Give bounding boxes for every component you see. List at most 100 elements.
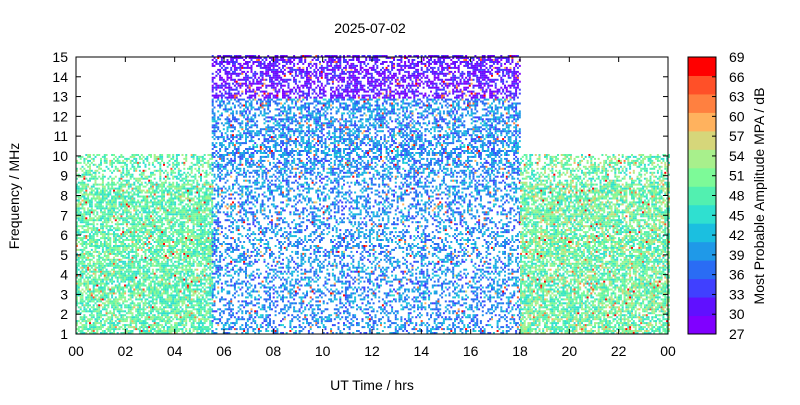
heatmap-cell <box>115 196 117 198</box>
heatmap-cell <box>219 269 221 271</box>
heatmap-cell <box>202 215 204 217</box>
heatmap-cell <box>185 269 187 271</box>
heatmap-cell <box>115 292 117 294</box>
heatmap-cell <box>189 271 191 273</box>
heatmap-cell <box>167 296 169 298</box>
heatmap-cell <box>178 292 180 294</box>
heatmap-cell <box>183 298 185 300</box>
heatmap-cell <box>182 324 184 326</box>
heatmap-cell <box>128 198 130 200</box>
heatmap-cell <box>176 253 178 255</box>
heatmap-cell <box>145 308 147 310</box>
heatmap-cell <box>200 235 202 237</box>
heatmap-cell <box>87 207 89 209</box>
heatmap-cell <box>146 229 148 231</box>
heatmap-cell <box>159 207 161 209</box>
heatmap-cell <box>115 201 117 203</box>
heatmap-cell <box>82 294 84 296</box>
heatmap-cell <box>111 154 113 156</box>
heatmap-cell <box>169 231 171 233</box>
heatmap-cell <box>132 237 134 239</box>
heatmap-cell <box>93 219 95 221</box>
heatmap-cell <box>189 243 191 245</box>
heatmap-cell <box>111 320 113 322</box>
heatmap-cell <box>178 300 180 302</box>
heatmap-cell <box>119 229 121 231</box>
heatmap-cell <box>133 277 135 279</box>
heatmap-cell <box>202 188 204 190</box>
heatmap-cell <box>219 320 221 322</box>
heatmap-cell <box>135 277 137 279</box>
heatmap-cell <box>183 194 185 196</box>
heatmap-cell <box>96 154 98 156</box>
heatmap-cell <box>143 271 145 273</box>
heatmap-cell <box>83 174 85 176</box>
heatmap-cell <box>117 168 119 170</box>
heatmap-cell <box>146 249 148 251</box>
heatmap-cell <box>221 97 223 99</box>
heatmap-cell <box>135 253 137 255</box>
heatmap-cell <box>120 172 122 174</box>
heatmap-cell <box>150 176 152 178</box>
heatmap-cell <box>189 194 191 196</box>
heatmap-cell <box>113 200 115 202</box>
heatmap-cell <box>148 201 150 203</box>
heatmap-cell <box>154 184 156 186</box>
heatmap-cell <box>95 200 97 202</box>
heatmap-cell <box>189 289 191 291</box>
heatmap-cell <box>132 273 134 275</box>
heatmap-cell <box>107 283 109 285</box>
heatmap-cell <box>200 261 202 263</box>
heatmap-cell <box>122 316 124 318</box>
heatmap-cell <box>219 154 221 156</box>
heatmap-cell <box>209 241 211 243</box>
heatmap-cell <box>169 160 171 162</box>
heatmap-cell <box>156 310 158 312</box>
heatmap-cell <box>214 120 216 122</box>
heatmap-cell <box>194 292 196 294</box>
heatmap-cell <box>165 209 167 211</box>
heatmap-cell <box>159 201 161 203</box>
heatmap-cell <box>83 241 85 243</box>
heatmap-cell <box>176 184 178 186</box>
heatmap-cell <box>209 306 211 308</box>
heatmap-cell <box>139 285 141 287</box>
heatmap-cell <box>98 328 100 330</box>
heatmap-cell <box>87 221 89 223</box>
heatmap-cell <box>204 235 206 237</box>
heatmap-cell <box>96 328 98 330</box>
heatmap-cell <box>107 251 109 253</box>
heatmap-cell <box>180 194 182 196</box>
heatmap-cell <box>135 239 137 241</box>
heatmap-cell <box>185 298 187 300</box>
heatmap-cell <box>163 275 165 277</box>
heatmap-cell <box>150 237 152 239</box>
heatmap-cell <box>170 188 172 190</box>
heatmap-cell <box>217 241 219 243</box>
heatmap-cell <box>104 267 106 269</box>
heatmap-cell <box>89 219 91 221</box>
heatmap-cell <box>89 289 91 291</box>
heatmap-cell <box>183 316 185 318</box>
heatmap-cell <box>185 184 187 186</box>
heatmap-cell <box>152 273 154 275</box>
heatmap-cell <box>207 291 209 293</box>
heatmap-cell <box>165 215 167 217</box>
heatmap-cell <box>98 318 100 320</box>
heatmap-cell <box>202 196 204 198</box>
heatmap-cell <box>182 174 184 176</box>
heatmap-cell <box>180 310 182 312</box>
heatmap-cell <box>141 213 143 215</box>
heatmap-cell <box>104 158 106 160</box>
heatmap-cell <box>87 201 89 203</box>
heatmap-cell <box>178 184 180 186</box>
heatmap-cell <box>128 211 130 213</box>
heatmap-cell <box>119 194 121 196</box>
heatmap-cell <box>128 316 130 318</box>
heatmap-cell <box>206 330 208 332</box>
heatmap-cell <box>198 312 200 314</box>
heatmap-cell <box>106 275 108 277</box>
heatmap-cell <box>150 205 152 207</box>
heatmap-cell <box>150 300 152 302</box>
heatmap-cell <box>113 269 115 271</box>
